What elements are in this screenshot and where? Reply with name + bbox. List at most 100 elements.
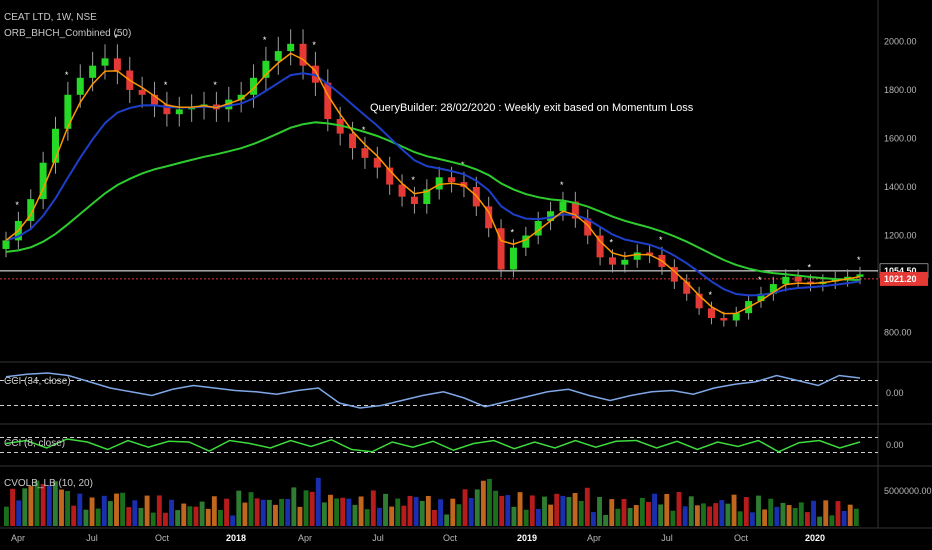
candle-body [113, 58, 121, 71]
candle-body [361, 148, 369, 158]
volume-bar [340, 497, 346, 526]
volume-bar [303, 490, 309, 526]
volume-bar [499, 495, 505, 526]
volume-bar [517, 492, 523, 526]
candle-body [39, 162, 47, 200]
volume-bar [71, 505, 77, 526]
candle-body [76, 77, 84, 95]
volume-bar [670, 510, 676, 526]
candle-body [670, 267, 678, 282]
signal-star: * [164, 80, 168, 90]
x-tick-1: Jul [86, 533, 98, 543]
price-panel[interactable]: **** ** ******* ***** [2, 29, 864, 327]
volume-bar [364, 509, 370, 526]
signal-star: * [213, 80, 217, 90]
volume-bar [126, 507, 132, 526]
cci8-label: CCI (8, close) [4, 438, 65, 449]
x-tick-2: Oct [155, 533, 170, 543]
candle-body [287, 43, 295, 52]
axes: 2000.00 1800.00 1600.00 1400.00 1200.00 800.0… [11, 36, 932, 543]
volume-bar [456, 504, 462, 526]
candle-body [324, 82, 332, 120]
ma-slow-line [5, 121, 861, 282]
cci8-tick: 0.00 [886, 440, 904, 450]
volume-bar [535, 508, 541, 526]
volume-bar [853, 508, 859, 526]
candle-body [683, 281, 691, 294]
volume-bar [83, 509, 89, 526]
volume-bar [590, 512, 596, 526]
volume-bar [572, 492, 578, 526]
volume-bar [749, 512, 755, 526]
signal-star: * [758, 275, 762, 285]
cci34-panel[interactable] [0, 372, 878, 409]
volume-bar [823, 500, 829, 526]
volume-bar [89, 497, 95, 526]
candle-body [89, 65, 97, 78]
candle-body [509, 247, 517, 270]
volume-bar [762, 509, 768, 526]
candle-body [621, 259, 629, 265]
volume-bar [352, 504, 358, 526]
candle-body [794, 276, 802, 282]
volume-bar [169, 499, 174, 526]
volume-bar [205, 508, 211, 526]
volume-bar [615, 508, 621, 526]
volume-bar [291, 487, 297, 526]
volume-bar [383, 493, 388, 526]
candle-body [52, 128, 60, 163]
indicator-label: ORB_BHCH_Combined (50) [4, 28, 131, 39]
volume-bar [242, 502, 248, 526]
volume-bar [474, 489, 480, 526]
volume-bar [95, 508, 101, 526]
volume-bar [120, 492, 126, 526]
price-label-0: 1054.50 [884, 266, 917, 276]
volume-bar [829, 515, 835, 526]
volume-bar [462, 489, 468, 526]
volume-bar [835, 501, 841, 526]
candle-body [423, 189, 431, 204]
signal-star: * [708, 290, 712, 300]
volume-bar [798, 502, 804, 526]
candle-body [138, 89, 146, 95]
signal-star: * [609, 237, 613, 247]
volume-bar [321, 502, 327, 526]
volume-bar [603, 514, 609, 526]
volume-bar [260, 499, 266, 526]
volume-bar [34, 480, 40, 526]
signal-star: * [263, 35, 267, 45]
candle-body [27, 199, 35, 221]
volume-bar [792, 507, 798, 526]
volume-bar [646, 501, 651, 526]
volume-bar [407, 495, 413, 526]
x-tick-3: 2018 [226, 533, 246, 543]
volume-bar [780, 502, 786, 526]
candle-body [559, 201, 567, 212]
volume-panel[interactable] [4, 477, 859, 526]
candle-body [448, 177, 456, 183]
volume-bar [52, 481, 58, 526]
volume-bar [193, 506, 199, 526]
volume-bar [621, 499, 627, 526]
volume-bar [578, 500, 584, 526]
volume-bar [10, 488, 16, 526]
candle-body [522, 235, 530, 248]
volume-bar [132, 500, 138, 526]
candle-body [225, 99, 233, 110]
volume-bar [138, 508, 144, 526]
volume-bar [334, 498, 340, 526]
volume-bar [297, 506, 303, 526]
candle-body [250, 77, 258, 95]
signal-star: * [312, 40, 316, 50]
price-tick-4: 1200.00 [884, 231, 917, 241]
volume-bar [328, 494, 333, 526]
volume-bar [554, 493, 560, 526]
volume-bar [156, 495, 162, 526]
candle-body [844, 276, 852, 280]
cci8-panel[interactable] [0, 437, 878, 453]
volume-bar [346, 498, 352, 526]
price-tick-3: 1400.00 [884, 182, 917, 192]
volume-bar [419, 500, 425, 526]
candle-body [101, 58, 109, 66]
